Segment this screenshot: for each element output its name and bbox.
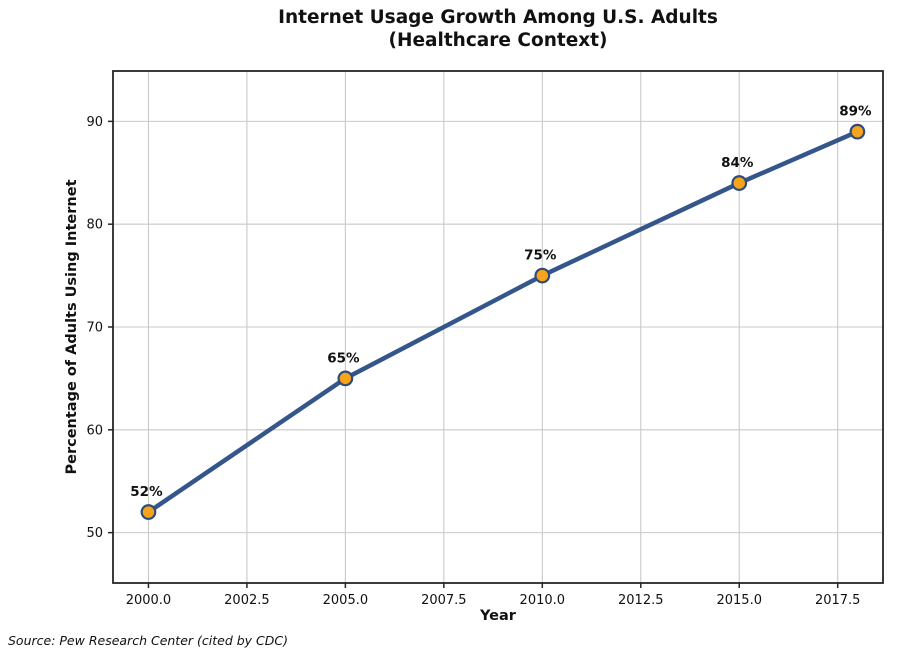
- data-point-marker: [534, 267, 551, 284]
- x-tick-label: 2012.5: [618, 593, 664, 608]
- data-line: [146, 129, 860, 515]
- x-tick-label: 2005.0: [323, 593, 369, 608]
- x-tick-label: 2007.5: [421, 593, 467, 608]
- data-point-label: 65%: [327, 350, 360, 366]
- source-note: Source: Pew Research Center (cited by CD…: [8, 633, 288, 648]
- data-point-marker: [731, 175, 748, 191]
- data-point-marker: [337, 370, 354, 387]
- y-tick-label: 50: [86, 526, 103, 541]
- data-point-label: 89%: [839, 104, 872, 120]
- y-tick-label: 70: [86, 321, 103, 336]
- x-tick-label: 2000.0: [126, 593, 172, 608]
- chart-title-line1: Internet Usage Growth Among U.S. Adults: [278, 7, 718, 28]
- x-tick-label: 2017.5: [815, 593, 861, 608]
- data-point-label: 75%: [524, 248, 557, 264]
- data-point-label: 52%: [130, 484, 163, 500]
- x-tick-label: 2015.0: [716, 593, 762, 608]
- data-point-marker: [849, 123, 866, 140]
- chart-title: Internet Usage Growth Among U.S. Adults …: [113, 6, 883, 52]
- data-point-marker: [140, 504, 157, 520]
- y-tick-label: 60: [86, 423, 103, 438]
- x-tick-label: 2010.0: [520, 593, 566, 608]
- x-tick-label: 2002.5: [224, 593, 270, 608]
- y-tick-label: 90: [86, 115, 103, 130]
- x-axis-label: Year: [480, 608, 516, 624]
- data-point-label: 84%: [721, 155, 754, 171]
- chart-title-line2: (Healthcare Context): [388, 30, 608, 51]
- y-tick-label: 80: [86, 218, 103, 233]
